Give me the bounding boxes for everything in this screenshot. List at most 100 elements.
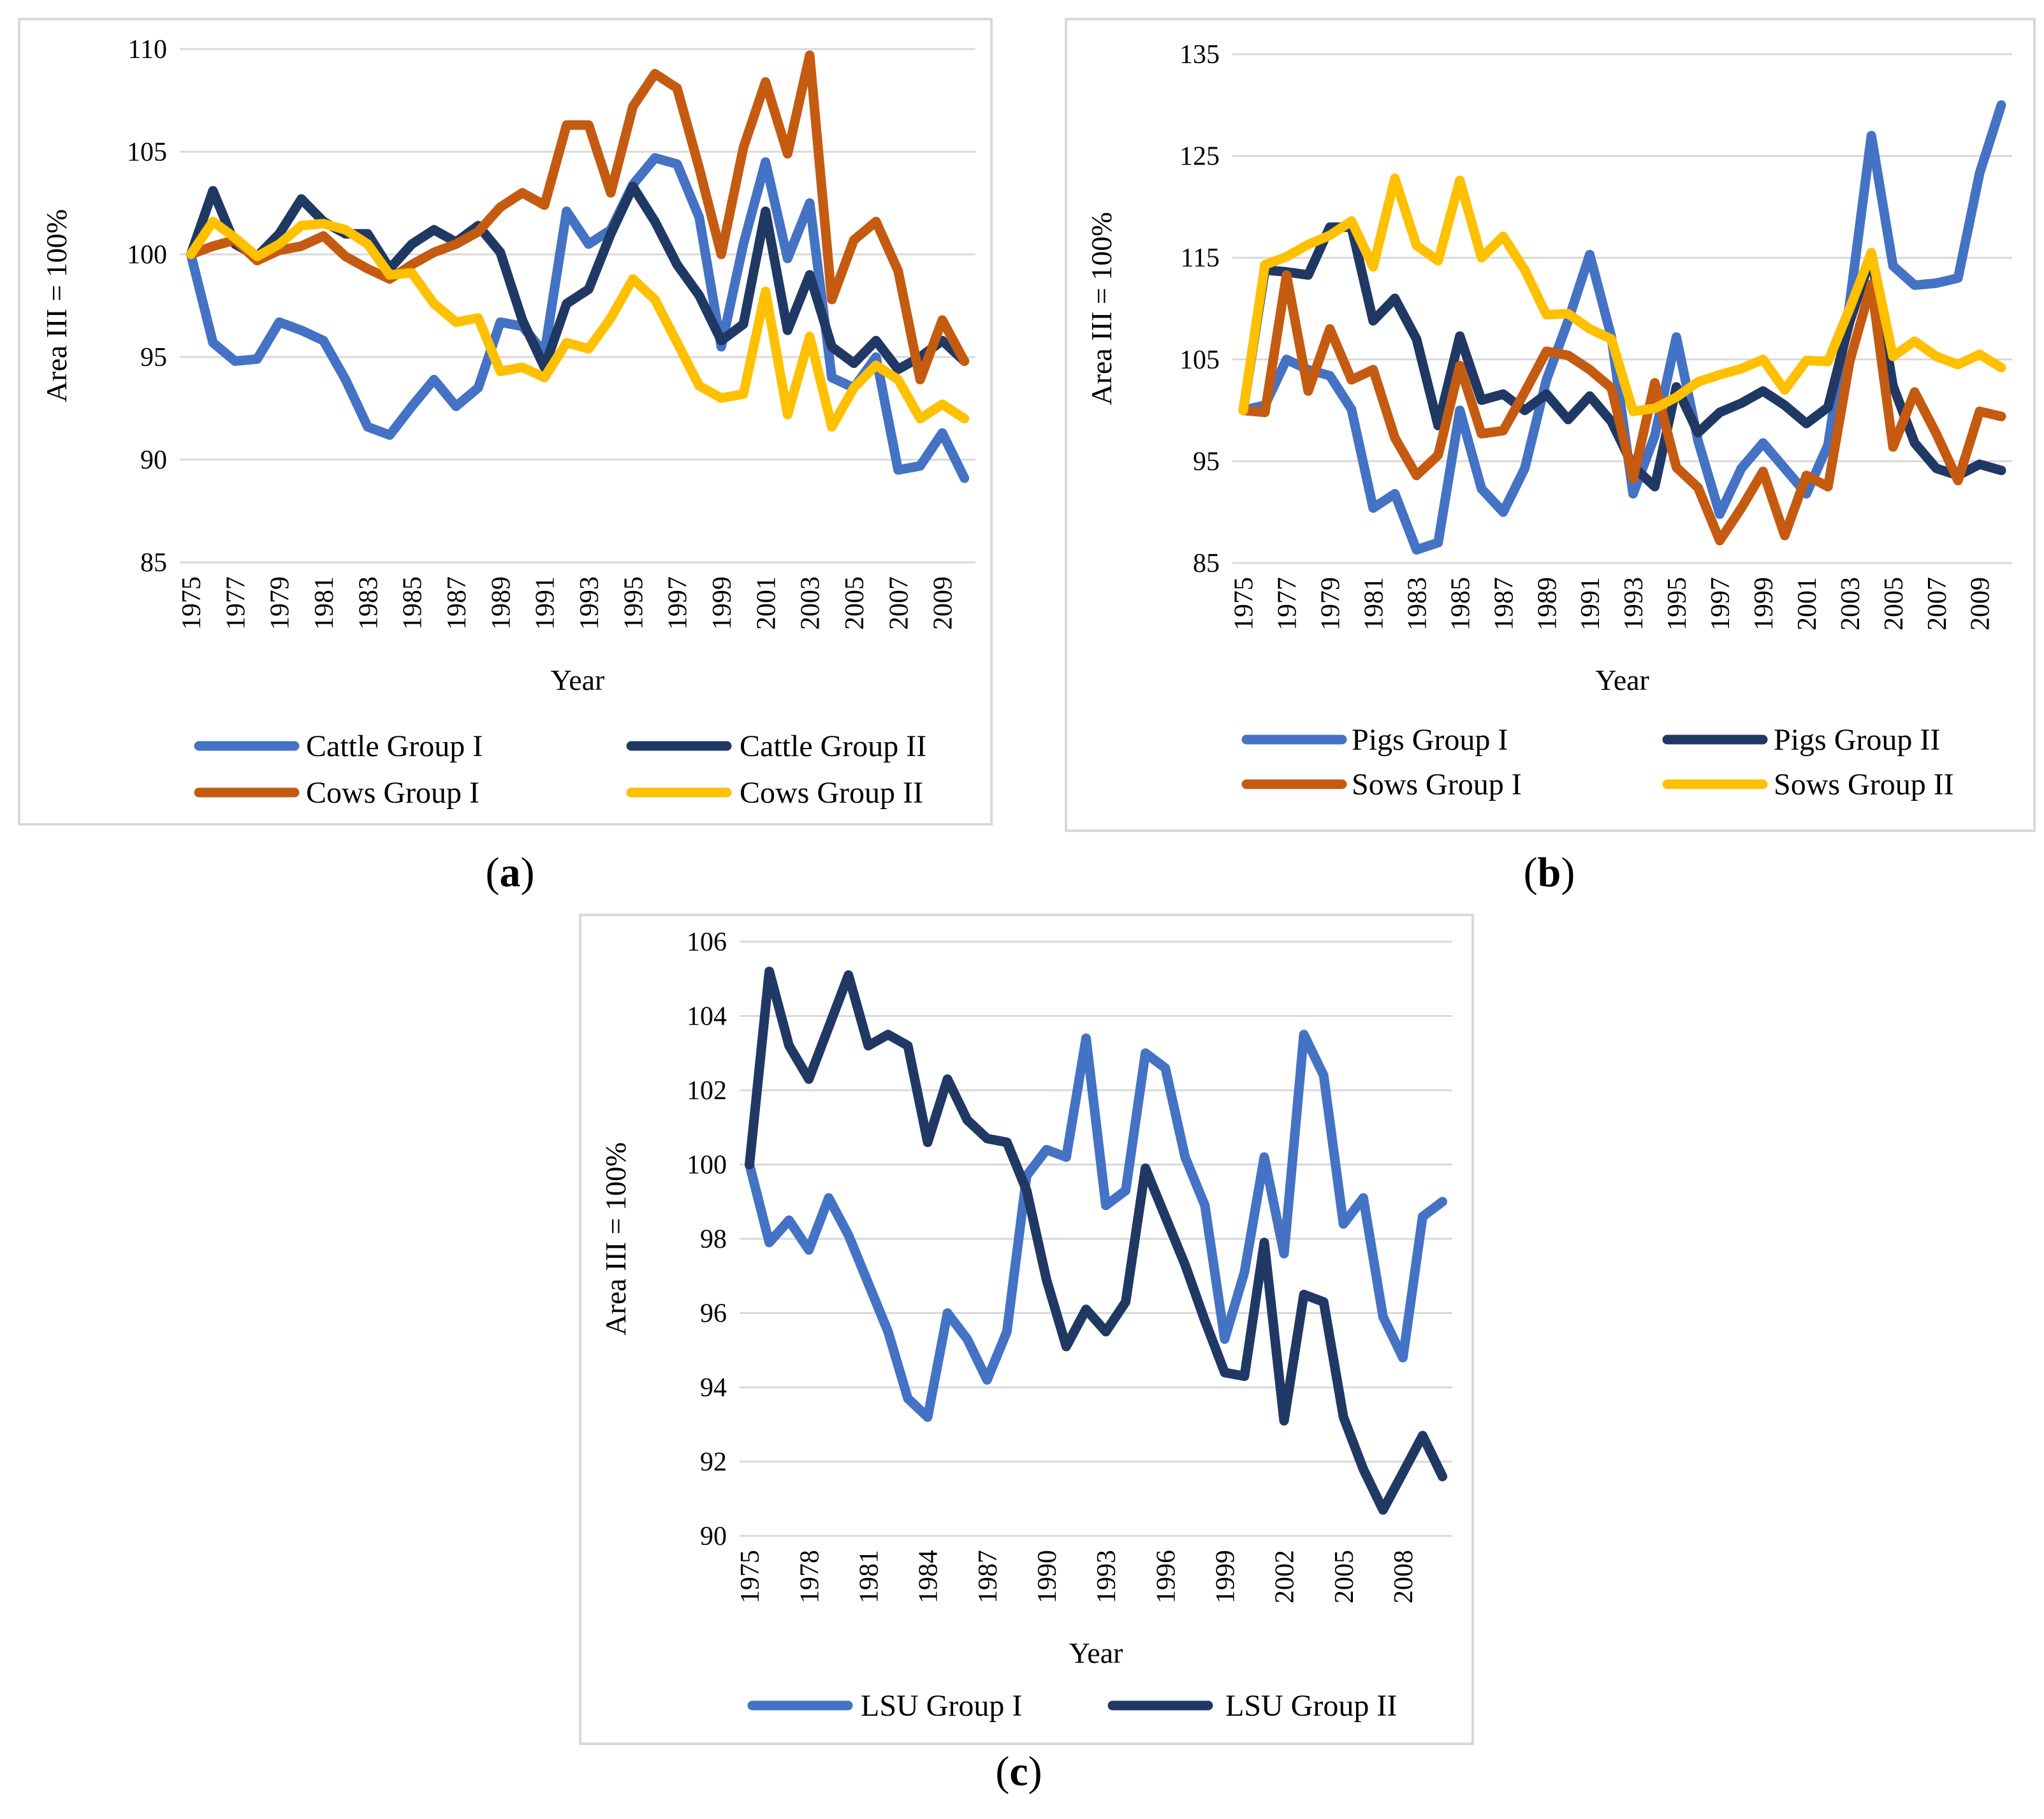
x-tick-label: 1979 [266,576,295,630]
y-tick-label: 94 [700,1373,727,1403]
x-tick-label: 1999 [1211,1550,1241,1603]
x-tick-label: 1997 [664,576,693,630]
x-tick-label: 1975 [1230,577,1259,631]
y-tick-label: 85 [140,548,167,578]
chart-panel-a: 85 90 95 100 105 110 1975 1977 1979 1981 1983 1985 1… [18,18,993,896]
legend: LSU Group I LSU Group II [747,1689,1397,1723]
x-tick-label: 1996 [1151,1550,1181,1603]
series-line-lsu-group-i [745,1030,1447,1422]
x-tick-label: 1987 [1489,577,1519,631]
x-tick-label: 1977 [221,576,251,630]
x-tick-label: 2001 [1793,577,1822,631]
x-tick-label: 2007 [1923,577,1952,631]
y-axis-title: Area III = 100% [1085,212,1118,405]
series-line-cattle-group-ii [186,182,970,374]
x-tick-label: 1983 [354,576,383,630]
y-tick-label: 100 [127,240,167,270]
chart-panel-b: 85 95 105 115 125 135 1975 1977 1979 1981 1983 1985… [1065,18,2036,896]
x-axis-title: Year [1595,664,1649,696]
panel-letter: b [1538,849,1561,896]
legend: Pigs Group I Pigs Group II Sows Group I Sow… [1241,723,1954,801]
x-tick-label: 1995 [619,576,648,630]
x-tick-label: 1990 [1033,1550,1062,1603]
y-tick-label: 105 [127,138,167,167]
x-tick-label: 1983 [1403,577,1432,631]
y-tick-label: 95 [140,343,167,372]
legend-label-cows-group-i: Cows Group I [306,776,479,810]
y-tick-label: 115 [1181,244,1220,273]
legend-label-sows-group-ii: Sows Group II [1774,768,1954,801]
x-tick-label: 1997 [1706,577,1735,631]
x-tick-label: 1985 [398,576,428,630]
y-tick-label: 98 [700,1225,727,1254]
legend-label-sows-group-i: Sows Group I [1352,768,1522,801]
panel-letter: c [1009,1748,1028,1795]
x-tick-label: 1993 [1092,1550,1121,1603]
legend-label-cattle-group-ii: Cattle Group II [740,729,926,763]
y-tick-label: 105 [1179,346,1220,375]
x-tick-label: 1991 [531,576,560,630]
series-line-cows-group-ii [186,217,970,432]
y-tick-label: 102 [687,1076,727,1106]
x-tick-label: 2005 [840,576,870,630]
x-tick-label: 1989 [1533,577,1562,631]
x-tick-label: 1984 [914,1550,944,1603]
x-tick-label: 2005 [1880,577,1909,631]
x-tick-label: 1978 [795,1550,824,1603]
chart-frame [579,914,1474,1745]
series-line-sows-group-i [1238,270,2006,546]
x-tick-label: 1981 [855,1550,884,1603]
x-tick-label: 2003 [1836,577,1865,631]
y-axis-title: Area III = 100% [599,1142,632,1335]
panel-label: (c) [995,1748,1042,1795]
y-tick-label: 85 [1193,549,1220,578]
x-tick-label: 1999 [708,576,737,630]
y-tick-label: 100 [687,1151,727,1180]
legend-label-lsu-group-ii: LSU Group II [1225,1689,1397,1723]
legend-label-lsu-group-i: LSU Group I [861,1689,1022,1723]
x-tick-label: 2002 [1271,1550,1300,1603]
y-axis-title: Area III = 100% [40,209,73,402]
series-line-lsu-group-ii [745,967,1447,1515]
y-tick-label: 104 [687,1002,727,1032]
panel-label: (a) [486,849,535,896]
series-line-cows-group-i [186,50,970,384]
x-tick-label: 1987 [974,1550,1003,1603]
x-tick-label: 2009 [1966,577,1996,631]
x-tick-label: 1993 [1619,577,1649,631]
x-tick-label: 2007 [884,576,914,630]
x-tick-label: 1993 [575,576,604,630]
x-tick-label: 2001 [752,576,781,630]
y-tick-label: 106 [687,928,727,957]
x-tick-label: 2005 [1330,1550,1359,1603]
x-tick-label: 1999 [1749,577,1779,631]
x-tick-label: 1979 [1317,577,1346,631]
x-axis-title: Year [1069,1637,1123,1669]
x-tick-label: 2008 [1389,1550,1419,1603]
x-tick-label: 1975 [177,576,207,630]
x-tick-label: 1991 [1576,577,1605,631]
y-tick-label: 135 [1179,40,1220,69]
legend-label-cows-group-ii: Cows Group II [740,776,923,810]
series-line-cattle-group-i [186,153,970,483]
y-tick-label: 95 [1193,447,1220,476]
x-tick-label: 1989 [486,576,516,630]
x-tick-label: 1985 [1446,577,1475,631]
x-tick-label: 1995 [1663,577,1692,631]
series-line-sows-group-ii [1238,173,2006,416]
x-tick-label: 2003 [796,576,826,630]
y-tick-label: 90 [140,446,167,475]
legend-label-pigs-group-ii: Pigs Group II [1774,723,1940,757]
x-tick-label: 1977 [1273,577,1303,631]
y-tick-label: 92 [700,1448,727,1477]
legend-label-pigs-group-i: Pigs Group I [1352,723,1508,757]
y-tick-label: 96 [700,1299,727,1329]
y-tick-label: 90 [700,1522,727,1551]
x-tick-label: 2009 [929,576,958,630]
y-tick-label: 125 [1179,142,1220,172]
x-tick-label: 1987 [442,576,472,630]
legend: Cattle Group I Cattle Group II Cows Group … [194,729,926,810]
x-tick-label: 1975 [736,1550,765,1603]
x-tick-label: 1981 [1360,577,1389,631]
